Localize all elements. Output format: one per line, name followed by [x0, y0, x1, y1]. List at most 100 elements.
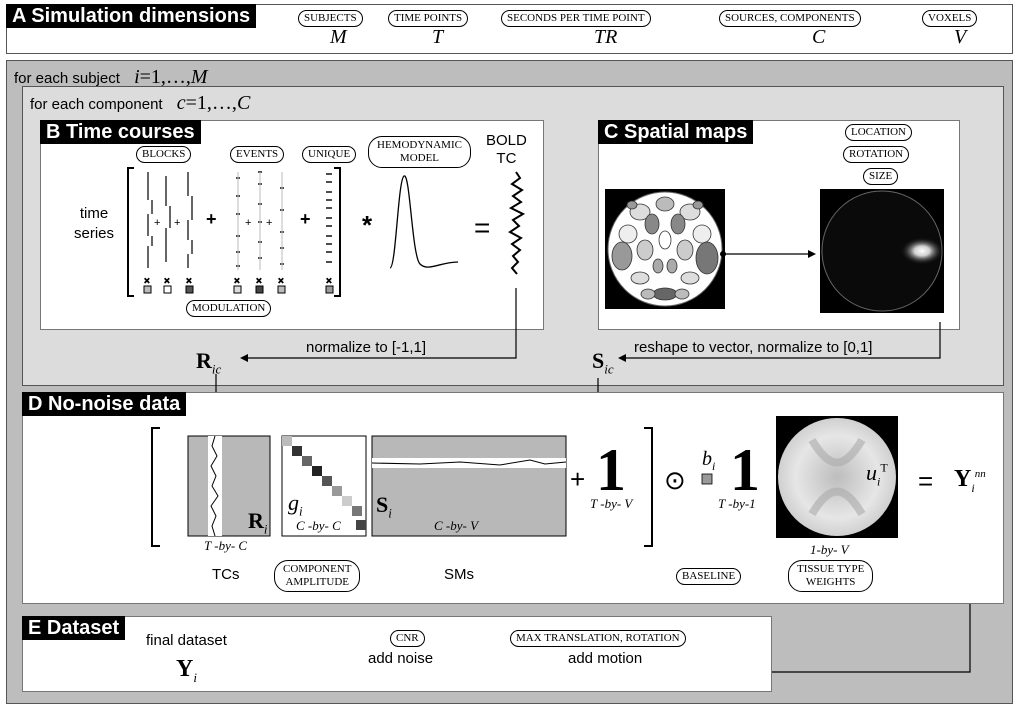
- R-i-label: Ri: [248, 508, 268, 537]
- g-i-main: g: [288, 490, 299, 515]
- svg-text:+: +: [154, 217, 160, 229]
- svg-text:×: ×: [234, 276, 240, 287]
- param-tr-symbol: TR: [594, 26, 618, 48]
- subject-loop-label: for each subject i=1,…,M: [14, 66, 208, 89]
- normalize-tc-label: normalize to [-1,1]: [306, 339, 427, 356]
- param-timepoints-label: TIME POINTS: [388, 10, 469, 27]
- add-motion-label: add motion: [568, 650, 643, 667]
- R-i-main: R: [248, 508, 264, 533]
- S-ic-label: Sic: [592, 348, 614, 377]
- ones-matrix-T1: 1: [730, 437, 760, 503]
- hemo-line2: MODEL: [399, 152, 440, 164]
- baseline-label: BASELINE: [676, 568, 742, 585]
- bold-line1: BOLD: [486, 132, 527, 149]
- svg-text:+: +: [174, 217, 180, 229]
- u-i-main: u: [866, 460, 877, 485]
- add-noise-label: add noise: [368, 650, 434, 667]
- u-i-sub: i: [877, 474, 881, 489]
- unique-label: UNIQUE: [302, 146, 357, 163]
- rotation-label: ROTATION: [843, 146, 910, 163]
- S-i-main: S: [376, 492, 389, 517]
- bold-tc-label: BOLD TC: [486, 132, 527, 168]
- svg-text:+: +: [245, 217, 251, 229]
- equals-sign: =: [474, 212, 491, 243]
- plus-events: +: [206, 209, 217, 229]
- param-subjects-label: SUBJECTS: [298, 10, 363, 27]
- R-ic-label: Ric: [196, 348, 221, 377]
- R-i-sub: i: [263, 521, 268, 537]
- plus-unique: +: [300, 209, 311, 229]
- svg-text:×: ×: [326, 276, 332, 287]
- size-label: SIZE: [863, 168, 899, 185]
- bold-line2: TC: [496, 150, 517, 167]
- component-amplitude-label: COMPONENT AMPLITUDE: [274, 560, 361, 592]
- final-dataset-label: final dataset: [146, 632, 227, 649]
- b-i-sub: i: [712, 459, 716, 473]
- S-i-label: Si: [376, 492, 392, 521]
- S-ic-main: S: [592, 348, 605, 373]
- cnr-label: CNR: [390, 630, 425, 647]
- b-i-label: bi: [702, 448, 715, 474]
- b-i-main: b: [702, 448, 712, 470]
- section-e-title: E Dataset: [22, 616, 126, 640]
- S-i-sub: i: [388, 505, 392, 521]
- location-label: LOCATION: [845, 124, 912, 141]
- C-by-V-label: C -by- V: [434, 518, 479, 533]
- sms-label: SMs: [444, 566, 474, 583]
- Y-nn-label: Yinn: [954, 466, 986, 496]
- section-c-title: C Spatial maps: [598, 120, 754, 144]
- plus-ones: +: [570, 464, 586, 494]
- T-by-1-label: T -by-1: [718, 496, 756, 511]
- param-timepoints-symbol: T: [432, 26, 444, 48]
- hadamard-odot: ⊙: [664, 466, 686, 495]
- param-voxels-label: VOXELS: [922, 10, 978, 27]
- time-series-line2: series: [74, 225, 115, 242]
- Y-i-main: Y: [176, 656, 194, 682]
- T-by-V-label: T -by- V: [590, 496, 633, 511]
- u-i-sup: T: [880, 460, 888, 475]
- events-label: EVENTS: [230, 146, 285, 163]
- subject-loop-text: for each subject: [14, 70, 120, 87]
- Y-i-label: Yi: [176, 656, 197, 686]
- component-loop-text: for each component: [30, 96, 163, 113]
- section-d-title: D No-noise data: [22, 392, 187, 416]
- hemo-line1: HEMODYNAMIC: [377, 139, 462, 151]
- comp-amp-line1: COMPONENT: [283, 563, 352, 575]
- param-components-label: SOURCES, COMPONENTS: [719, 10, 861, 27]
- component-loop-range: =1,…,: [185, 92, 237, 114]
- modulation-label: MODULATION: [186, 300, 272, 317]
- blocks-label: BLOCKS: [136, 146, 192, 163]
- u-i-label: uiT: [866, 460, 888, 489]
- component-loop-var: c: [176, 92, 186, 114]
- convolution-star: *: [362, 210, 373, 240]
- Y-i-sub: i: [193, 669, 197, 685]
- T-by-C-label: T -by- C: [204, 538, 248, 553]
- Y-nn-main: Y: [954, 466, 972, 492]
- section-a-title: A Simulation dimensions: [6, 4, 257, 28]
- normalize-sm-label: reshape to vector, normalize to [0,1]: [634, 339, 873, 356]
- svg-text:×: ×: [186, 276, 192, 287]
- hemodynamic-model-label: HEMODYNAMIC MODEL: [368, 136, 471, 168]
- equals-Y: =: [918, 466, 934, 496]
- param-voxels-symbol: V: [954, 26, 967, 48]
- comp-amp-line2: AMPLITUDE: [285, 576, 349, 588]
- tissue-type-weights-label: TISSUE TYPE WEIGHTS: [788, 560, 874, 592]
- param-subjects-symbol: M: [330, 26, 347, 48]
- subject-loop-var: i: [134, 66, 140, 88]
- ones-matrix-TV: 1: [596, 437, 626, 503]
- param-components-symbol: C: [812, 26, 826, 48]
- svg-text:×: ×: [278, 276, 284, 287]
- svg-text:×: ×: [256, 276, 262, 287]
- time-series-label: time series: [74, 204, 114, 244]
- R-ic-main: R: [196, 348, 212, 373]
- subject-loop-end: M: [190, 66, 208, 88]
- svg-text:×: ×: [164, 276, 170, 287]
- g-i-sub: i: [299, 503, 303, 519]
- tissue-line1: TISSUE TYPE: [797, 563, 865, 575]
- svg-text:×: ×: [144, 276, 150, 287]
- section-b-title: B Time courses: [40, 120, 201, 144]
- tcs-label: TCs: [212, 566, 240, 583]
- component-loop-end: C: [236, 92, 251, 114]
- section-e-panel: [22, 616, 772, 692]
